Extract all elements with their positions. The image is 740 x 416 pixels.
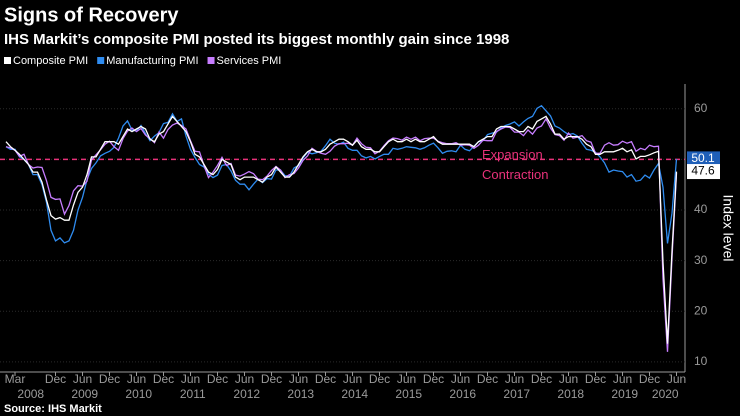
- y-tick-label: 20: [694, 303, 708, 317]
- x-tick-label: Dec: [585, 372, 606, 386]
- y-tick-label: 60: [694, 101, 708, 115]
- year-label: 2018: [557, 387, 584, 401]
- year-label: 2013: [287, 387, 314, 401]
- x-tick-label: Dec: [315, 372, 336, 386]
- value-label: 50.1: [691, 151, 715, 165]
- year-label: 2008: [17, 387, 44, 401]
- x-tick-label: Jun: [613, 372, 632, 386]
- year-label: 2014: [341, 387, 368, 401]
- y-tick-label: 40: [694, 202, 708, 216]
- legend-swatch: [97, 57, 105, 64]
- x-tick-label: Jun: [667, 372, 686, 386]
- year-label: 2019: [611, 387, 638, 401]
- source: Source: IHS Markit: [4, 403, 102, 415]
- x-tick-label: Dec: [369, 372, 390, 386]
- annotation: Expansion: [482, 147, 543, 162]
- x-tick-label: Jun: [505, 372, 524, 386]
- chart-title: Signs of Recovery: [4, 4, 179, 26]
- x-tick-label: Dec: [45, 372, 66, 386]
- legend-label: Composite PMI: [13, 55, 88, 67]
- x-tick-label: Dec: [153, 372, 174, 386]
- year-label: 2015: [395, 387, 422, 401]
- x-tick-label: Jun: [451, 372, 470, 386]
- year-label: 2017: [503, 387, 530, 401]
- x-tick-label: Jun: [397, 372, 416, 386]
- year-label: 2016: [449, 387, 476, 401]
- series-line: [5, 115, 678, 344]
- x-tick-label: Jun: [343, 372, 362, 386]
- x-tick-label: Jun: [73, 372, 92, 386]
- x-tick-label: Dec: [639, 372, 660, 386]
- series-line: [5, 104, 678, 244]
- x-tick-label: Dec: [99, 372, 120, 386]
- y-tick-label: 30: [694, 253, 708, 267]
- value-label-box: [687, 164, 720, 180]
- x-tick-label: Jun: [235, 372, 254, 386]
- year-label: 2009: [71, 387, 98, 401]
- legend-label: Manufacturing PMI: [106, 55, 198, 67]
- legend-label: Services PMI: [217, 55, 282, 67]
- x-tick-label: Jun: [127, 372, 146, 386]
- legend-swatch: [4, 57, 11, 64]
- series-line: [5, 117, 678, 352]
- legend-swatch: [207, 57, 215, 64]
- y-tick-label: 10: [694, 354, 708, 368]
- year-label: 2020: [652, 387, 679, 401]
- x-tick-label: Jun: [289, 372, 308, 386]
- annotation: Contraction: [482, 167, 548, 182]
- year-label: 2012: [233, 387, 260, 401]
- x-tick-label: Dec: [531, 372, 552, 386]
- x-tick-label: Jun: [559, 372, 578, 386]
- chart-subtitle: IHS Markit’s composite PMI posted its bi…: [4, 31, 509, 48]
- x-tick-label: Dec: [207, 372, 228, 386]
- x-tick-label: Dec: [261, 372, 282, 386]
- x-tick-label: Dec: [477, 372, 498, 386]
- value-label-box: [687, 151, 720, 167]
- x-tick-label: Jun: [181, 372, 200, 386]
- value-label: 47.6: [691, 164, 715, 178]
- x-tick-label: Mar: [5, 372, 26, 386]
- y-axis-label: Index level: [720, 195, 736, 262]
- year-label: 2010: [125, 387, 152, 401]
- x-tick-label: Dec: [423, 372, 444, 386]
- year-label: 2011: [180, 387, 206, 401]
